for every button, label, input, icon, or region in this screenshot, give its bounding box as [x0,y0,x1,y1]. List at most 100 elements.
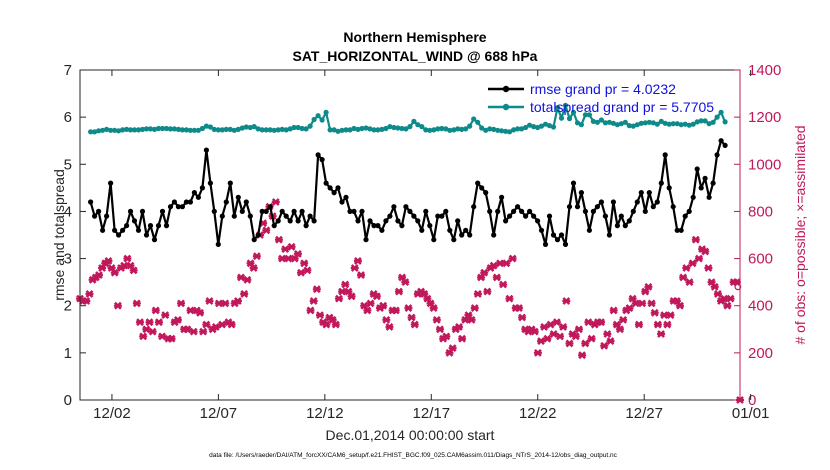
obs-point [537,337,546,345]
y-tick-label: 0 [64,392,72,409]
obs-point [271,198,280,206]
rmse-point [419,227,425,233]
totalspread-point [690,121,696,127]
rmse-point [590,208,597,214]
obs-point [129,266,138,275]
obs-point [483,287,492,296]
obs-point [546,320,555,329]
totalspread-point [618,121,624,127]
rmse-point [443,208,449,214]
rmse-point [116,232,122,238]
obs-point [473,290,482,298]
obs-point [625,304,634,312]
rmse-point [403,204,409,210]
totalspread-point [163,125,170,132]
rmse-point [622,223,628,229]
totalspread-point [104,126,110,132]
totalspread-point [124,126,130,132]
totalspread-point [554,105,561,111]
totalspread-point [666,121,672,127]
rmse-point [263,208,269,214]
rmse-point [642,208,648,214]
rmse-point [163,223,170,229]
rmse-point [88,199,94,205]
rmse-point [570,180,577,186]
rmse-point [455,218,461,224]
totalspread-point [431,127,437,133]
obs-point [334,294,343,303]
rmse-point [151,237,158,243]
rmse-point [626,218,632,224]
x-tick-label: 12/07 [200,405,238,422]
rmse-point [247,213,253,219]
rmse-point [690,194,696,200]
rmse-point [195,194,201,200]
totalspread-point [503,128,509,134]
totalspread-point [275,127,281,133]
obs-point [638,299,647,308]
obs-point [145,318,154,327]
totalspread-point [315,113,321,119]
rmse-point [311,218,317,224]
obs-point [142,325,151,334]
totalspread-point [499,128,505,134]
obs-point [357,271,366,279]
obs-point [306,306,315,315]
x-tick-label: 12/17 [413,405,451,422]
obs-point [167,334,176,343]
rmse-point [363,237,369,243]
rmse-point [662,152,668,158]
rmse-point [515,204,521,210]
totalspread-point [622,119,628,125]
totalspread-point [523,124,529,131]
totalspread-point [562,102,569,108]
obs-point [297,268,306,277]
totalspread-point [586,112,593,118]
totalspread-point [451,127,457,133]
obs-point [132,299,141,308]
obs-point [82,297,91,305]
totalspread-point [311,116,317,123]
totalspread-point [183,127,189,133]
rmse-point [702,175,708,181]
obs-point [85,290,94,298]
totalspread-point [227,126,233,132]
legend-rmse-label: rmse grand pr = 4.0232 [530,81,676,97]
totalspread-point [662,120,668,126]
totalspread-point [535,124,541,131]
totalspread-point [127,127,134,133]
y2-tick-label: 400 [748,298,773,315]
rmse-point [379,227,385,233]
rmse-point [610,199,617,205]
rmse-line [89,139,726,246]
obs-point [240,290,249,298]
rmse-point [371,223,377,229]
rmse-point [391,204,397,210]
rmse-point [259,208,265,214]
totalspread-point [487,126,493,132]
totalspread-point [108,127,114,133]
rmse-point [219,213,225,219]
obs-point [552,318,561,327]
rmse-point [395,218,401,224]
totalspread-point [582,112,589,118]
totalspread-point [634,122,640,128]
rmse-point [523,213,529,219]
x-tick-label: 12/12 [306,405,344,422]
rmse-point [566,204,573,210]
obs-point [429,304,438,312]
rmse-point [255,232,261,238]
obs-point [110,268,119,277]
obs-point [113,301,122,310]
obs-point [666,311,675,320]
totalspread-point [710,119,716,125]
obs-point [331,320,340,329]
obs-point [701,247,710,256]
obs-point [694,254,703,263]
obs-point [458,334,467,343]
rmse-point [339,199,345,205]
totalspread-point [347,127,353,133]
totalspread-point [463,126,469,132]
rmse-point [614,223,621,229]
